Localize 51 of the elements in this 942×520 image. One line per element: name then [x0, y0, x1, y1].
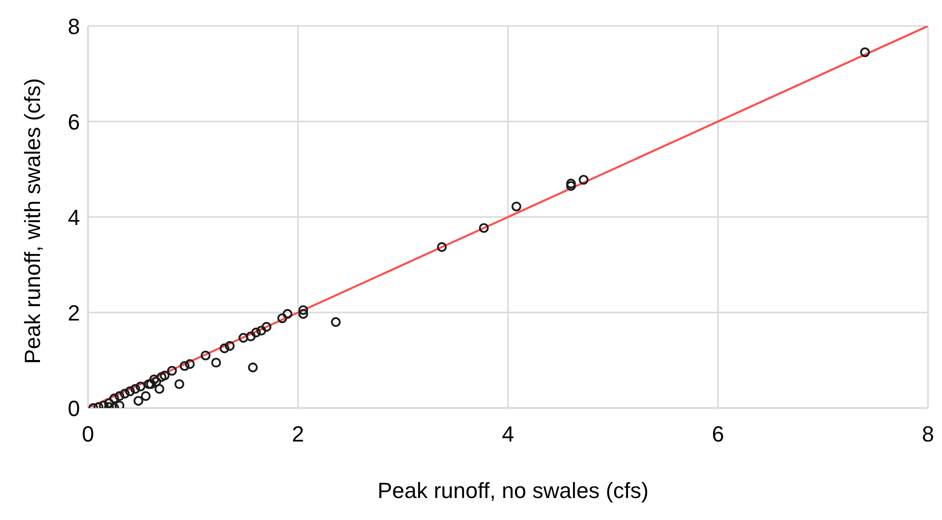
point: [180, 361, 190, 371]
point: [114, 391, 124, 401]
point: [436, 242, 447, 252]
y-tick-label: 4: [68, 204, 80, 230]
point: [200, 350, 210, 360]
point: [224, 341, 235, 351]
point: [98, 400, 109, 408]
point: [566, 178, 576, 188]
point: [109, 394, 120, 404]
point: [184, 359, 195, 369]
point: [246, 331, 256, 342]
x-tick-label: 4: [502, 422, 514, 447]
point: [130, 384, 140, 394]
point: [156, 372, 166, 382]
point: [160, 370, 170, 380]
point: [211, 358, 221, 368]
point: [248, 362, 258, 372]
point: [136, 382, 146, 392]
point: [167, 366, 177, 376]
y-tick-label: 0: [68, 396, 80, 421]
x-tick-label: 2: [292, 422, 304, 447]
x-axis-title: Peak runoff, no swales (cfs): [376, 478, 650, 504]
point: [154, 384, 164, 394]
point: [120, 388, 130, 399]
point: [238, 332, 248, 343]
point: [256, 326, 266, 336]
y-tick-label: 2: [68, 300, 80, 326]
point: [125, 386, 135, 396]
point: [298, 305, 308, 316]
y-tick-label: 8: [68, 14, 80, 39]
point: [251, 328, 261, 338]
point: [566, 181, 576, 191]
point: [860, 47, 870, 58]
point: [262, 322, 272, 332]
y-tick-label: 6: [68, 109, 80, 134]
point: [330, 317, 341, 327]
point: [277, 313, 288, 324]
point: [134, 396, 144, 406]
point: [174, 379, 184, 390]
y-axis-title: Peak runoff, with swales (cfs): [20, 77, 46, 366]
point: [220, 343, 230, 354]
point: [478, 223, 489, 233]
point: [298, 309, 308, 319]
point: [149, 374, 160, 384]
x-tick-label: 8: [922, 422, 934, 447]
x-tick-label: 6: [712, 422, 724, 447]
point: [512, 202, 522, 212]
point: [282, 309, 292, 319]
point: [578, 174, 588, 185]
point: [114, 400, 124, 408]
point: [140, 391, 151, 401]
